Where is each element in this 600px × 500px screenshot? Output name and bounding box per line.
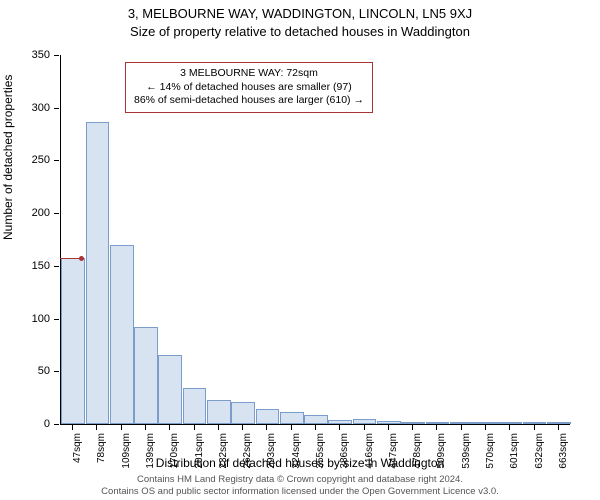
footer-line2: Contains OS and public sector informatio… — [101, 486, 499, 497]
x-tick — [96, 425, 97, 430]
y-tick — [54, 160, 59, 161]
x-tick — [266, 425, 267, 430]
x-tick — [315, 425, 316, 430]
y-tick-label: 0 — [0, 418, 50, 430]
chart-container: { "title": "3, MELBOURNE WAY, WADDINGTON… — [0, 0, 600, 500]
bar — [498, 422, 522, 424]
bar — [401, 422, 425, 424]
y-tick-label: 350 — [0, 49, 50, 61]
x-tick — [72, 425, 73, 430]
footer-attribution: Contains HM Land Registry data © Crown c… — [0, 474, 600, 498]
bar — [61, 258, 85, 424]
bar — [158, 355, 182, 424]
bar — [353, 419, 377, 424]
y-tick-label: 100 — [0, 313, 50, 325]
chart-subtitle: Size of property relative to detached ho… — [0, 24, 600, 39]
bar — [547, 422, 571, 424]
footer-line1: Contains HM Land Registry data © Crown c… — [137, 474, 463, 485]
y-tick — [54, 266, 59, 267]
bar — [377, 421, 401, 424]
highlight-line — [60, 258, 81, 259]
x-tick — [461, 425, 462, 430]
x-tick — [485, 425, 486, 430]
x-tick — [509, 425, 510, 430]
bar — [450, 422, 474, 424]
x-tick — [364, 425, 365, 430]
y-tick — [54, 371, 59, 372]
x-tick — [291, 425, 292, 430]
annotation-box: 3 MELBOURNE WAY: 72sqm← 14% of detached … — [125, 62, 373, 113]
x-tick — [242, 425, 243, 430]
bar — [134, 327, 158, 424]
x-tick — [218, 425, 219, 430]
x-tick — [534, 425, 535, 430]
x-tick — [388, 425, 389, 430]
bar — [110, 245, 134, 424]
bar — [256, 409, 280, 424]
x-tick — [339, 425, 340, 430]
annotation-line2: ← 14% of detached houses are smaller (97… — [134, 81, 364, 95]
x-tick — [412, 425, 413, 430]
bar — [474, 422, 498, 424]
x-tick — [169, 425, 170, 430]
y-tick — [54, 108, 59, 109]
bar — [328, 420, 352, 424]
bar — [86, 122, 110, 424]
bar — [304, 415, 328, 424]
x-tick — [436, 425, 437, 430]
y-tick — [54, 319, 59, 320]
y-tick-label: 250 — [0, 154, 50, 166]
bar — [426, 422, 450, 424]
y-tick — [54, 55, 59, 56]
bar — [207, 400, 231, 424]
y-tick — [54, 424, 59, 425]
bar — [183, 388, 207, 424]
y-tick-label: 50 — [0, 365, 50, 377]
bar — [523, 422, 547, 424]
x-tick — [121, 425, 122, 430]
annotation-line3: 86% of semi-detached houses are larger (… — [134, 94, 364, 108]
annotation-line1: 3 MELBOURNE WAY: 72sqm — [134, 67, 364, 81]
bar — [231, 402, 255, 424]
x-tick — [145, 425, 146, 430]
y-tick-label: 300 — [0, 102, 50, 114]
y-tick — [54, 213, 59, 214]
x-axis-title: Distribution of detached houses by size … — [0, 456, 600, 470]
y-tick-label: 150 — [0, 260, 50, 272]
bar — [280, 412, 304, 424]
x-tick — [194, 425, 195, 430]
chart-title: 3, MELBOURNE WAY, WADDINGTON, LINCOLN, L… — [0, 6, 600, 21]
y-tick-label: 200 — [0, 207, 50, 219]
x-tick — [558, 425, 559, 430]
